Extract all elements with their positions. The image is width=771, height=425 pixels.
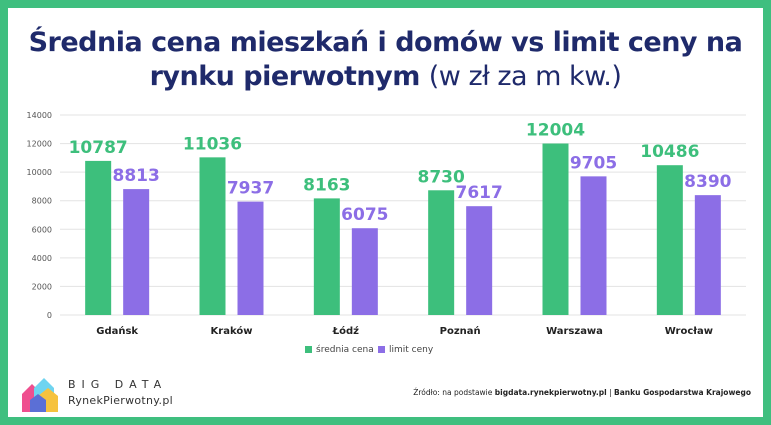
title-unit: (w zł za m kw.) bbox=[428, 61, 622, 92]
y-tick-label: 14000 bbox=[27, 111, 52, 120]
bar bbox=[542, 143, 569, 315]
y-tick-label: 8000 bbox=[32, 197, 52, 206]
chart-title: Średnia cena mieszkań i domów vs limit c… bbox=[8, 26, 763, 94]
chart-card: Średnia cena mieszkań i domów vs limit c… bbox=[8, 8, 763, 417]
y-tick-label: 4000 bbox=[32, 254, 52, 263]
bar bbox=[428, 190, 455, 315]
logo-top-text: BIG DATA bbox=[68, 378, 168, 391]
data-label: 6075 bbox=[341, 205, 388, 225]
data-label: 7937 bbox=[227, 179, 274, 199]
bar bbox=[351, 228, 378, 315]
bar bbox=[313, 198, 340, 315]
source-bank: Banku Gospodarstwa Krajowego bbox=[614, 388, 751, 397]
data-label: 12004 bbox=[526, 121, 585, 141]
y-tick-label: 2000 bbox=[32, 282, 52, 291]
data-label: 8390 bbox=[684, 172, 731, 192]
y-tick-label: 6000 bbox=[32, 225, 52, 234]
data-label: 9705 bbox=[570, 153, 617, 173]
bar bbox=[466, 206, 493, 315]
category-label: Gdańsk bbox=[96, 325, 138, 337]
category-label: Łódź bbox=[332, 325, 359, 337]
data-label: 10486 bbox=[640, 142, 699, 162]
bar bbox=[694, 195, 721, 315]
legend-swatch bbox=[378, 346, 385, 353]
legend-label: średnia cena bbox=[316, 344, 374, 355]
bar bbox=[85, 160, 112, 315]
logo-bottom-text: RynekPierwotny.pl bbox=[68, 394, 173, 407]
category-label: Warszawa bbox=[546, 326, 603, 337]
category-label: Poznań bbox=[440, 325, 481, 337]
bar bbox=[199, 157, 226, 315]
title-bold-part: rynku pierwotnym bbox=[149, 61, 421, 92]
y-tick-label: 0 bbox=[47, 311, 52, 320]
data-label: 7617 bbox=[456, 183, 503, 203]
bar-chart: 0 2000 4000 6000 8000 10000 12000 14000 10787 881… bbox=[27, 111, 746, 355]
data-label: 8813 bbox=[113, 166, 160, 186]
source-note: Źródło: na podstawie bigdata.rynekpierwo… bbox=[413, 388, 751, 397]
category-label: Wrocław bbox=[665, 326, 713, 337]
source-prefix: Źródło: na podstawie bbox=[413, 388, 495, 397]
y-tick-label: 10000 bbox=[27, 168, 52, 177]
data-label: 11036 bbox=[183, 134, 242, 154]
bar bbox=[123, 189, 150, 315]
title-line-2: rynku pierwotnym (w zł za m kw.) bbox=[8, 60, 763, 94]
logo: BIG DATA RynekPierwotny.pl bbox=[20, 376, 180, 416]
bar bbox=[656, 165, 683, 315]
data-label: 8163 bbox=[303, 175, 350, 195]
house-logo-icon bbox=[22, 378, 58, 412]
category-label: Kraków bbox=[211, 325, 253, 337]
bar bbox=[580, 176, 607, 315]
legend-label: limit ceny bbox=[389, 345, 434, 355]
y-tick-label: 12000 bbox=[27, 140, 52, 149]
source-site: bigdata.rynekpierwotny.pl bbox=[494, 388, 607, 397]
data-label: 8730 bbox=[418, 167, 465, 187]
legend-swatch bbox=[305, 346, 312, 353]
bar bbox=[237, 201, 264, 315]
source-separator: | bbox=[606, 388, 615, 397]
title-line-1: Średnia cena mieszkań i domów vs limit c… bbox=[28, 27, 743, 58]
data-label: 10787 bbox=[69, 138, 128, 158]
